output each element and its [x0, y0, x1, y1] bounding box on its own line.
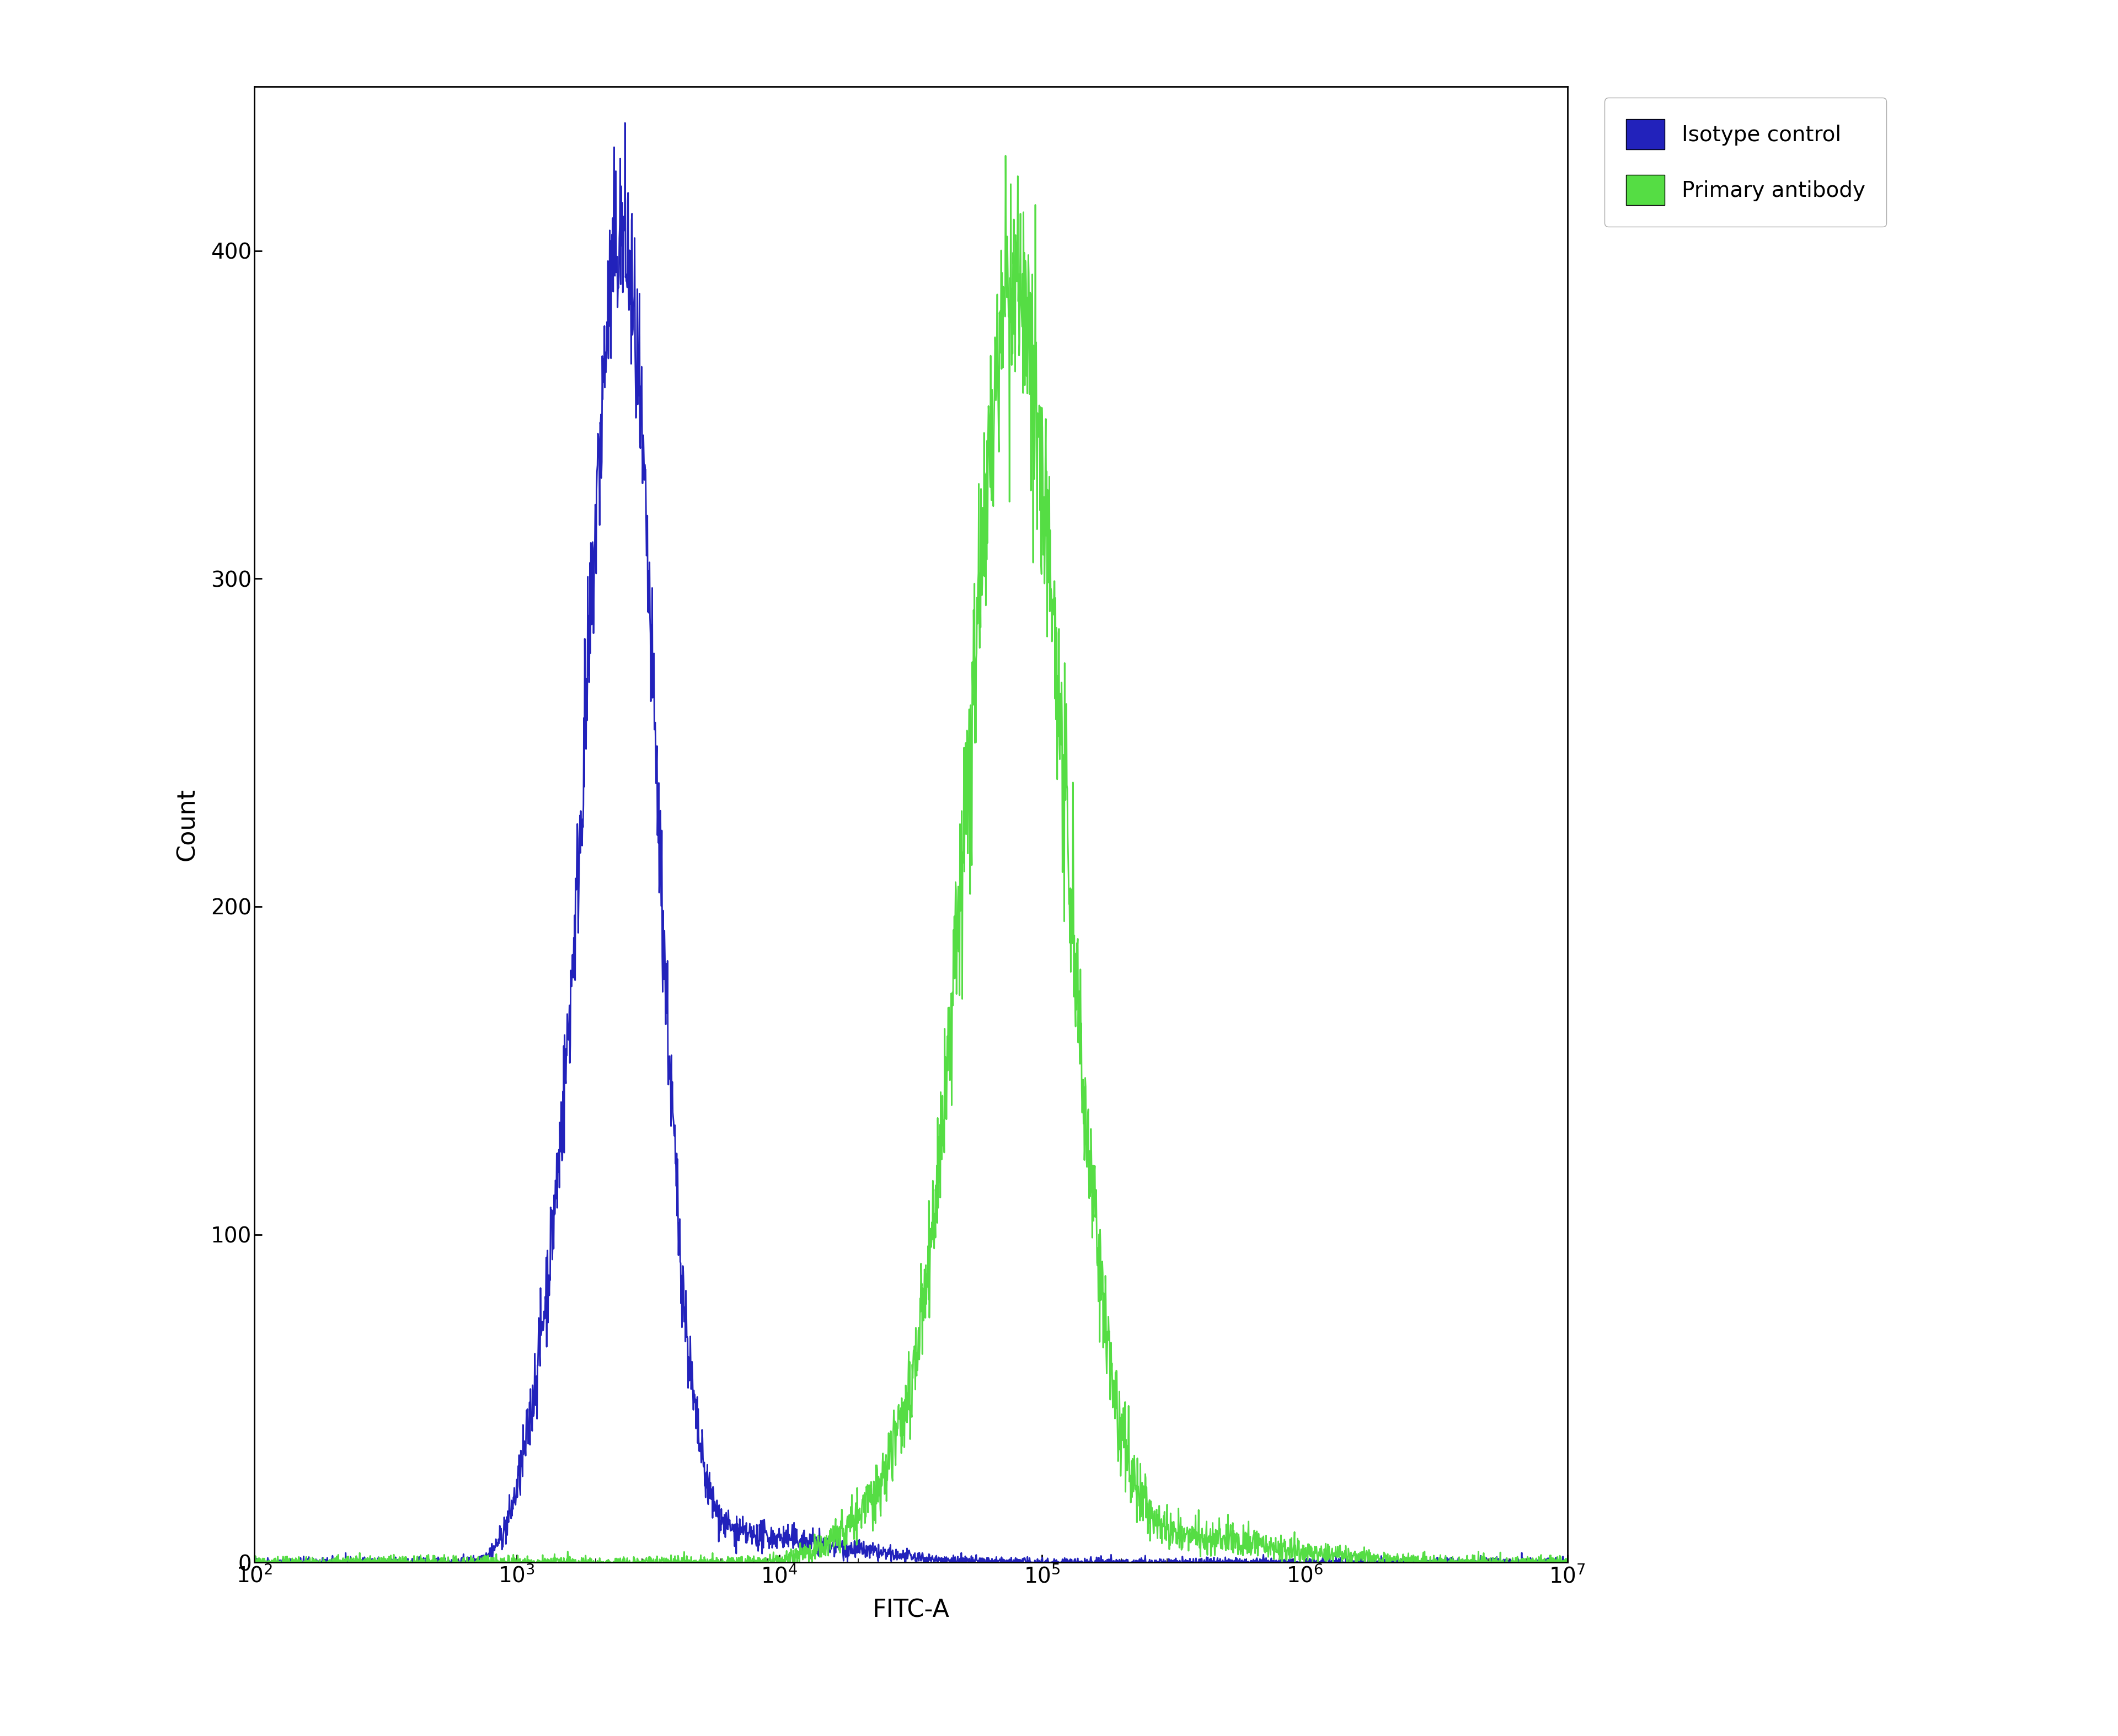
Isotype control: [612, 113, 638, 134]
Primary antibody: [470, 1550, 496, 1571]
Isotype control: [1529, 1550, 1555, 1571]
Primary antibody: [746, 1552, 771, 1573]
Isotype control: [746, 1529, 771, 1550]
Primary antibody: [392, 1552, 417, 1573]
Isotype control: [803, 1528, 828, 1549]
Isotype control: [1387, 1549, 1413, 1569]
Line: Primary antibody: Primary antibody: [254, 156, 1567, 1562]
Isotype control: [241, 1550, 267, 1571]
X-axis label: FITC-A: FITC-A: [873, 1599, 949, 1621]
Primary antibody: [241, 1552, 267, 1573]
Isotype control: [1555, 1552, 1580, 1573]
Primary antibody: [1529, 1549, 1555, 1569]
Primary antibody: [1387, 1549, 1413, 1569]
Line: Isotype control: Isotype control: [254, 123, 1567, 1562]
Primary antibody: [993, 146, 1019, 167]
Y-axis label: Count: Count: [176, 788, 199, 861]
Isotype control: [392, 1552, 417, 1573]
Isotype control: [470, 1545, 496, 1566]
Primary antibody: [1555, 1552, 1580, 1573]
Legend: Isotype control, Primary antibody: Isotype control, Primary antibody: [1603, 97, 1887, 227]
Primary antibody: [803, 1524, 828, 1545]
Isotype control: [241, 1552, 267, 1573]
